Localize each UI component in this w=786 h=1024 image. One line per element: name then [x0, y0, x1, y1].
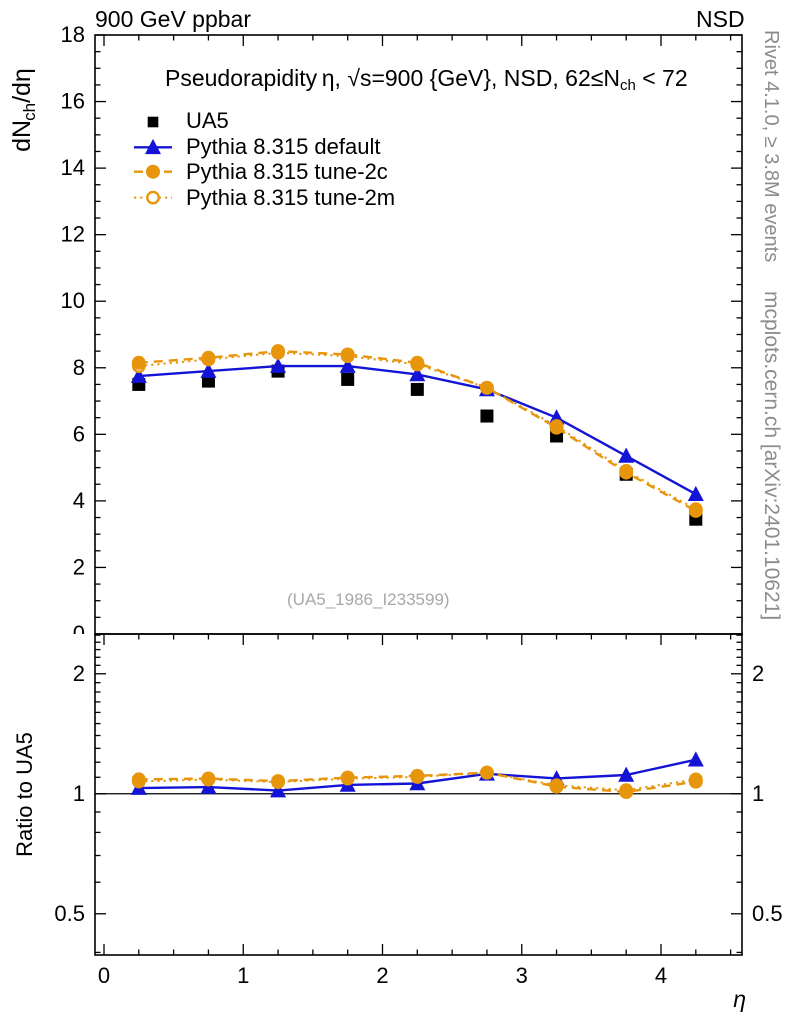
svg-text:2: 2 — [73, 554, 85, 579]
svg-text:1: 1 — [237, 963, 249, 988]
svg-text:14: 14 — [61, 155, 85, 180]
svg-text:0.5: 0.5 — [54, 901, 85, 926]
svg-text:6: 6 — [73, 421, 85, 446]
svg-text:Ratio to UA5: Ratio to UA5 — [12, 732, 37, 857]
svg-text:8: 8 — [73, 355, 85, 380]
svg-text:12: 12 — [61, 222, 85, 247]
svg-text:4: 4 — [655, 963, 667, 988]
svg-text:3: 3 — [516, 963, 528, 988]
svg-text:0.5: 0.5 — [752, 901, 783, 926]
svg-text:18: 18 — [61, 22, 85, 47]
svg-text:0: 0 — [98, 963, 110, 988]
svg-text:4: 4 — [73, 488, 85, 513]
svg-text:1: 1 — [752, 781, 764, 806]
svg-text:Rivet 4.1.0, ≥ 3.8M events: Rivet 4.1.0, ≥ 3.8M events — [760, 30, 782, 262]
svg-text:2: 2 — [73, 661, 85, 686]
svg-text:2: 2 — [752, 661, 764, 686]
svg-text:2: 2 — [376, 963, 388, 988]
svg-text:η: η — [733, 986, 746, 1012]
svg-text:1: 1 — [73, 781, 85, 806]
svg-text:16: 16 — [61, 89, 85, 114]
svg-text:mcplots.cern.ch [arXiv:2401.10: mcplots.cern.ch [arXiv:2401.10621] — [760, 291, 783, 620]
svg-text:10: 10 — [61, 288, 85, 313]
